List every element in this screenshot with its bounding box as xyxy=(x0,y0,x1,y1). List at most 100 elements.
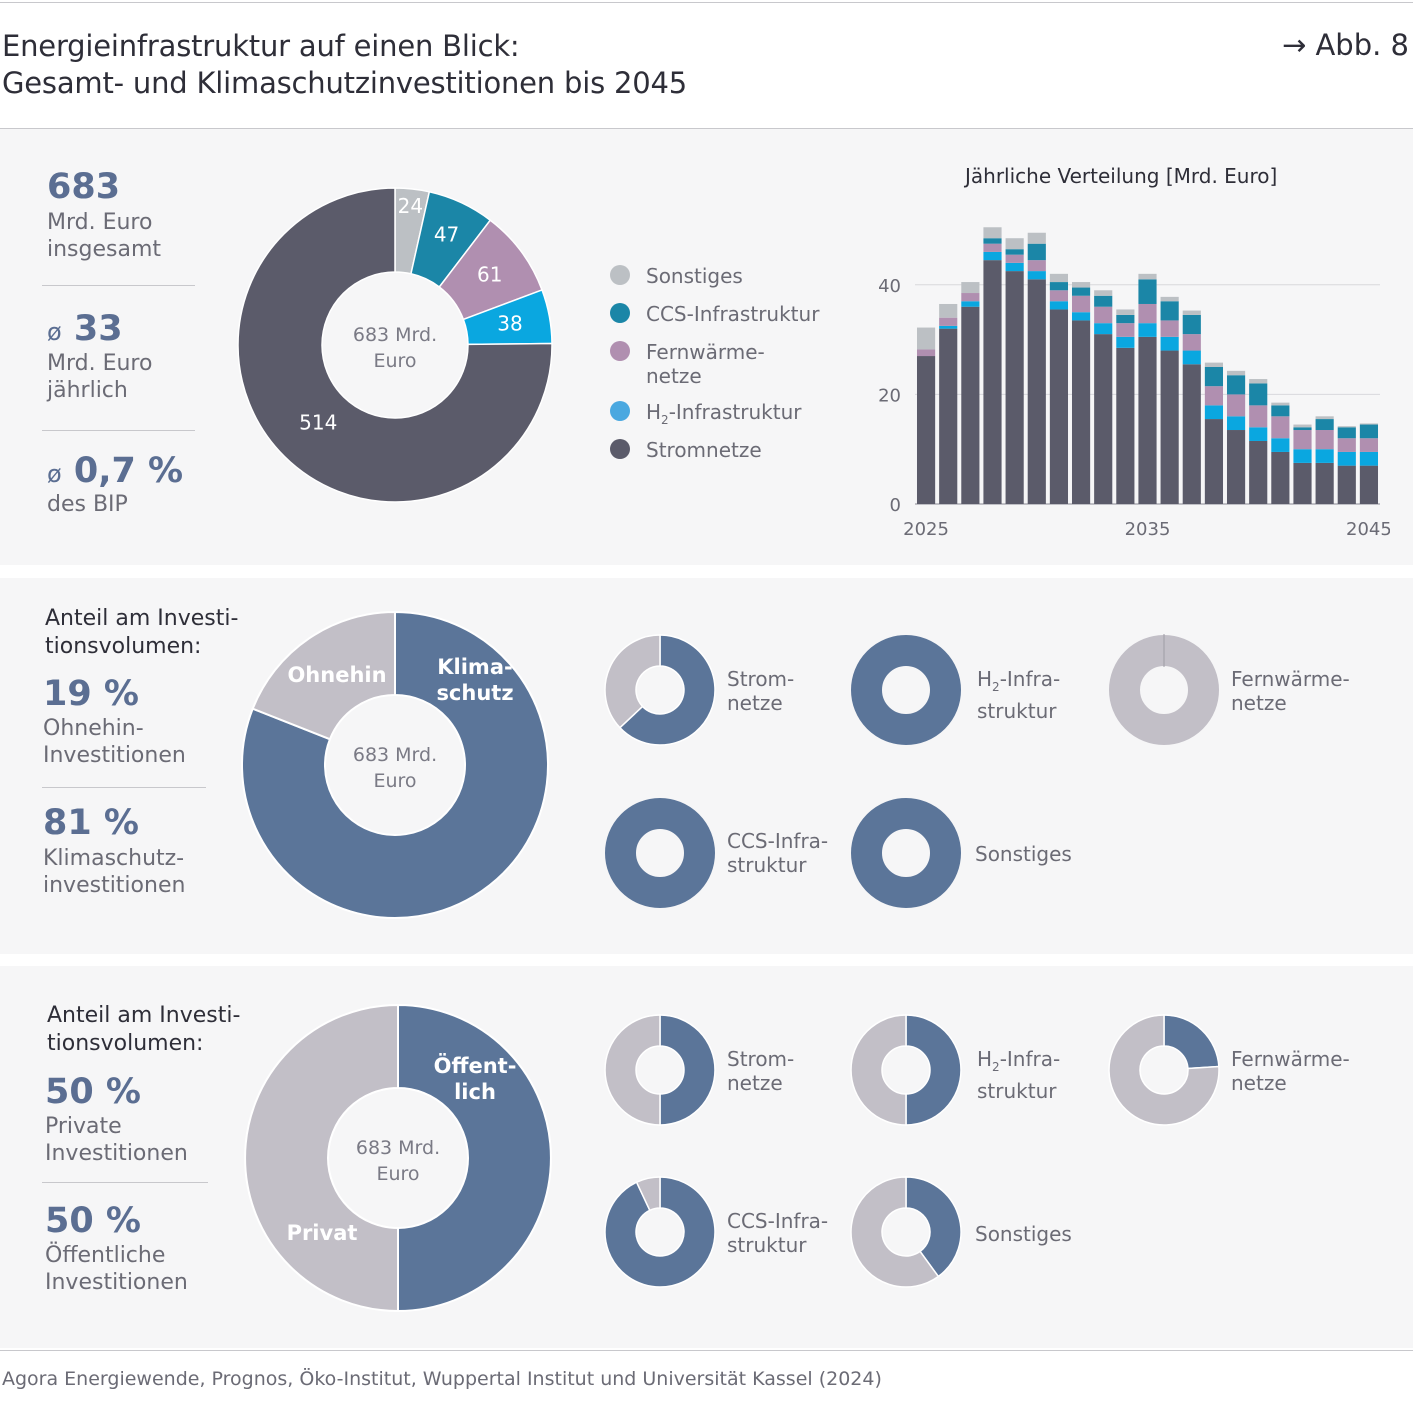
bar-2027-h2-infrastruktur xyxy=(961,301,980,307)
s3-label-sonstiges: Sonstiges xyxy=(975,1222,1072,1246)
section2-stat2-text-2: investitionen xyxy=(43,873,186,898)
slice-klimaschutz xyxy=(618,634,716,746)
x-tick-label-2025: 2025 xyxy=(903,519,949,540)
public-private-donut: Privat Öffent-lich 683 Mrd. Euro xyxy=(244,1003,552,1313)
slice-privat xyxy=(635,1176,661,1212)
bar-2033-h2-infrastruktur xyxy=(1094,323,1113,335)
s3-label-ccs-2: struktur xyxy=(727,1233,807,1257)
section2-stat1-text-1: Ohnehin- xyxy=(43,716,144,741)
h2-rest: -Infra- xyxy=(999,1047,1061,1071)
climate-share-donut-ccs xyxy=(605,798,715,908)
section2-stat1-text: Ohnehin- Investitionen xyxy=(43,715,186,769)
y-tick-label-0: 0 xyxy=(890,495,901,516)
section2-stat1-text-2: Investitionen xyxy=(43,743,186,768)
bar-2045-ccs-infrastruktur xyxy=(1359,424,1379,439)
bar-2026-fernw-rmenetze xyxy=(939,317,958,326)
section3-separator xyxy=(42,1182,208,1183)
s2-label-ccs-2: struktur xyxy=(727,853,807,877)
legend-label-fernwaerme-1: Fernwärme- xyxy=(646,340,765,364)
bar-2044-ccs-infrastruktur xyxy=(1337,427,1356,439)
section3-stat2-text-1: Öffentliche xyxy=(45,1243,166,1268)
legend-swatch-stromnetze xyxy=(610,439,630,459)
bar-2027-stromnetze xyxy=(961,306,980,504)
slice-oeffentlich xyxy=(604,1176,716,1288)
legend-swatch-h2 xyxy=(610,401,630,421)
section2-heading: Anteil am Investi- tionsvolumen: xyxy=(45,605,238,661)
bar-2036-fernw-rmenetze xyxy=(1160,320,1179,337)
y-tick-label-40: 40 xyxy=(878,276,901,297)
bar-2040-ccs-infrastruktur xyxy=(1249,383,1268,406)
bar-2031-h2-infrastruktur xyxy=(1049,301,1069,310)
stat-annual-value: ø 33 xyxy=(47,310,123,351)
bar-2029-h2-infrastruktur xyxy=(1005,262,1024,272)
legend-label-sonstiges: Sonstiges xyxy=(646,264,743,288)
s2-label-stromnetze-1: Strom- xyxy=(727,667,795,691)
slice-label-b-2: schutz xyxy=(436,681,513,705)
data-label-slice-sonstiges: 24 xyxy=(398,194,423,218)
slice-oeffentlich xyxy=(659,1014,716,1126)
s3-label-fernwaerme-1: Fernwärme- xyxy=(1231,1047,1350,1071)
bar-2036-ccs-infrastruktur xyxy=(1160,301,1179,321)
bar-2026-stromnetze xyxy=(939,328,958,504)
bar-2036-sonstiges xyxy=(1160,296,1179,302)
bar-2045-sonstiges xyxy=(1359,423,1379,425)
s2-label-stromnetze-2: netze xyxy=(727,691,783,715)
bar-2035-fernw-rmenetze xyxy=(1138,303,1157,324)
bar-2037-fernw-rmenetze xyxy=(1182,334,1201,351)
bar-2036-h2-infrastruktur xyxy=(1160,336,1179,351)
legend-label-fernwaerme: Fernwärme- netze xyxy=(646,340,765,388)
bar-2032-h2-infrastruktur xyxy=(1071,312,1091,321)
climate-share-donut-stromnetze xyxy=(604,634,716,746)
h2-letter: H xyxy=(646,400,662,424)
bar-2034-fernw-rmenetze xyxy=(1116,323,1135,337)
slice-label-b-1: Öffent- xyxy=(434,1053,517,1078)
stat-total-text-2: insgesamt xyxy=(47,237,162,262)
section2-stat2-value: 81 % xyxy=(43,803,139,843)
bar-2044-stromnetze xyxy=(1337,465,1356,504)
stat-annual-text: Mrd. Euro jährlich xyxy=(47,350,152,404)
slice-privat xyxy=(244,1003,399,1313)
slice-privat xyxy=(1108,1014,1220,1126)
bar-2035-sonstiges xyxy=(1138,273,1157,280)
bar-2035-ccs-infrastruktur xyxy=(1138,279,1157,304)
bar-2034-ccs-infrastruktur xyxy=(1116,314,1135,324)
donut-center-label-1: 683 Mrd. xyxy=(353,744,437,766)
section3-stat1-text-2: Investitionen xyxy=(45,1141,188,1166)
bar-2030-stromnetze xyxy=(1027,279,1046,504)
s3-label-h2-2: struktur xyxy=(977,1079,1057,1103)
bar-2038-sonstiges xyxy=(1204,362,1224,367)
legend-label-fernwaerme-2: netze xyxy=(646,364,702,388)
h2-letter: H xyxy=(977,667,993,691)
bar-2041-stromnetze xyxy=(1271,451,1290,504)
bar-2028-ccs-infrastruktur xyxy=(983,238,1002,244)
section3-stat1-text-1: Private xyxy=(45,1114,122,1139)
slice-privat xyxy=(850,1014,907,1126)
bar-2030-fernw-rmenetze xyxy=(1027,260,1046,272)
slice-oeffentlich xyxy=(905,1014,962,1126)
bar-2041-ccs-infrastruktur xyxy=(1271,405,1290,417)
bar-2033-stromnetze xyxy=(1094,334,1113,504)
bar-2031-fernw-rmenetze xyxy=(1049,290,1069,302)
legend-swatch-sonstiges xyxy=(610,265,630,285)
stat-gdp-text: des BIP xyxy=(47,492,128,517)
bar-2029-stromnetze xyxy=(1005,271,1024,504)
bar-2025-stromnetze xyxy=(916,356,936,504)
s3-label-ccs-1: CCS-Infra- xyxy=(727,1209,829,1233)
bar-2031-ccs-infrastruktur xyxy=(1049,282,1069,291)
slice-klimaschutz xyxy=(605,798,715,908)
section3-heading-2: tionsvolumen: xyxy=(47,1031,204,1056)
bar-2039-h2-infrastruktur xyxy=(1226,416,1246,431)
bar-2029-fernw-rmenetze xyxy=(1005,254,1024,263)
bar-2032-fernw-rmenetze xyxy=(1071,295,1091,313)
bar-2043-fernw-rmenetze xyxy=(1315,430,1334,450)
bar-2026-sonstiges xyxy=(939,303,958,318)
s2-label-fernwaerme-1: Fernwärme- xyxy=(1231,667,1350,691)
slice-klimaschutz xyxy=(851,635,961,745)
slice-label-a: Ohnehin xyxy=(287,663,386,687)
slice-klimaschutz xyxy=(851,798,961,908)
h2-rest: -Infra- xyxy=(999,667,1061,691)
section3-stat1-text: Private Investitionen xyxy=(45,1113,188,1167)
data-label-slice-fernw-rmenetze: 61 xyxy=(477,263,502,287)
bar-2031-stromnetze xyxy=(1049,309,1069,504)
bar-2030-ccs-infrastruktur xyxy=(1027,243,1046,261)
